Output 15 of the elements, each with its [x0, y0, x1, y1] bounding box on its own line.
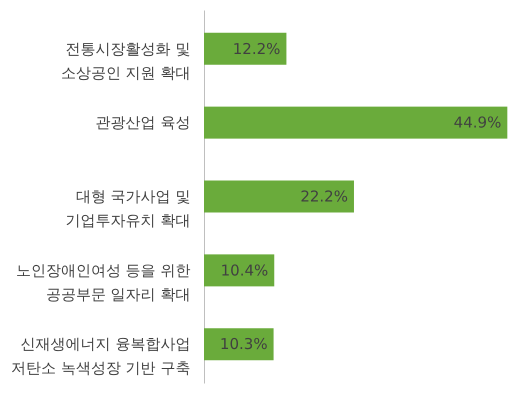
y-tick-label: 신재생에너지 융복합사업 저탄소 녹색성장 기반 구축: [11, 335, 190, 378]
data-label: 10.4%: [220, 261, 268, 280]
data-label: 12.2%: [232, 40, 280, 58]
bar: [204, 328, 274, 360]
y-tick-label: 관광산업 육성: [96, 114, 190, 132]
y-tick-label: 대형 국가사업 및 기업투자유치 확대: [66, 188, 190, 230]
bar: [204, 254, 274, 286]
data-label: 22.2%: [300, 188, 348, 206]
bar: [204, 32, 286, 65]
data-label: 44.9%: [454, 114, 502, 132]
bar: [204, 180, 354, 212]
bar: [204, 106, 508, 139]
y-tick-label: 노인장애인여성 등을 위한 공공부문 일자리 확대: [16, 261, 190, 304]
y-tick-label: 전통시장활성화 및 소상공인 지원 확대: [60, 40, 190, 82]
data-label: 10.3%: [220, 335, 268, 354]
